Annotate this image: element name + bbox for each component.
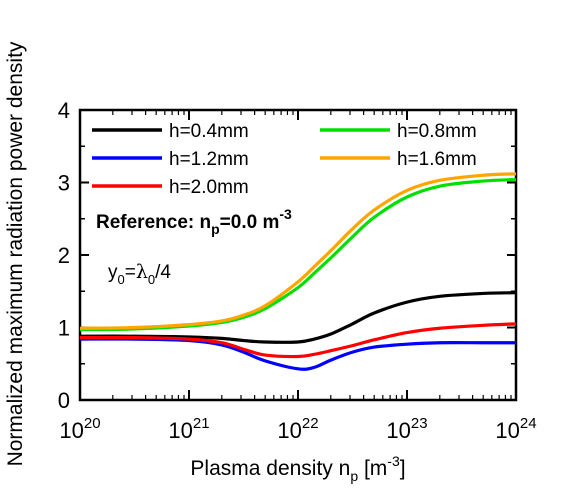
series-line-h08mm	[79, 178, 517, 332]
y-tick-label: 0	[58, 388, 70, 413]
legend: h=0.4mm h=0.8mm h=1.2mm h=1.6mm h=2.0mm	[92, 121, 477, 198]
legend-label-h04: h=0.4mm	[169, 121, 249, 142]
legend-label-h16: h=1.6mm	[397, 149, 477, 170]
x-axis-label: Plasma density np [m-3]	[190, 453, 405, 484]
ticks	[79, 109, 517, 401]
x-tick-label: 1023	[386, 415, 427, 443]
y-axis-label: Normalized maximum radiation power densi…	[4, 41, 27, 466]
x-tick-label: 1020	[59, 415, 100, 443]
x-tick-label: 1021	[168, 415, 209, 443]
legend-label-h12: h=1.2mm	[169, 149, 249, 170]
legend-label-h20: h=2.0mm	[169, 177, 249, 198]
series-line-h16mm	[79, 172, 517, 330]
y-tick-label: 2	[58, 243, 70, 268]
x-tick-label: 1022	[277, 415, 318, 443]
series-line-h20mm	[79, 322, 517, 359]
y-tick-label: 1	[58, 316, 70, 341]
legend-label-h08: h=0.8mm	[397, 121, 477, 142]
y-tick-label: 4	[58, 98, 70, 123]
y-tick-label: 3	[58, 171, 70, 196]
reference-annotation: Reference: np=0.0 m-3	[96, 206, 292, 237]
y0-annotation: y0=λ0/4	[108, 261, 171, 287]
x-tick-labels: 1020 1021 1022 1023 1024	[59, 415, 536, 443]
x-tick-label: 1024	[495, 415, 536, 443]
series-line-h04mm	[79, 291, 517, 344]
series-lines	[79, 172, 517, 371]
y-tick-labels: 0 1 2 3 4	[58, 98, 70, 413]
